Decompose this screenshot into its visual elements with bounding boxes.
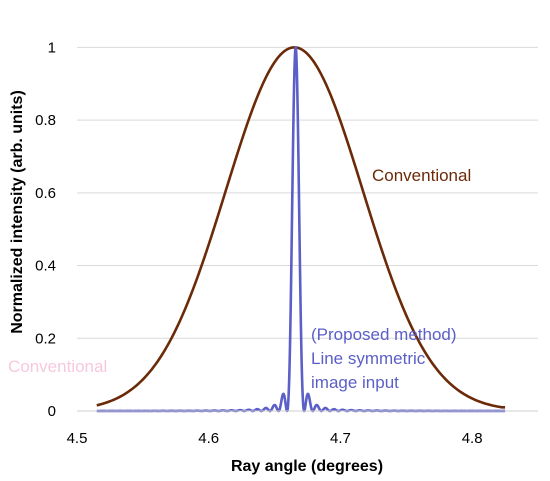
proposed-label-line3: image input <box>311 373 399 392</box>
x-tick-label: 4.6 <box>198 430 219 447</box>
proposed-label-line1: (Proposed method) <box>311 325 457 344</box>
x-tick-label: 4.8 <box>462 430 483 447</box>
y-tick-labels: 0 0.2 0.4 0.6 0.8 1 <box>35 39 56 420</box>
y-tick-label: 0.2 <box>35 330 56 347</box>
series-group <box>95 46 507 413</box>
y-tick-label: 0.8 <box>35 112 56 129</box>
faded-conventional-label: Conventional <box>8 357 107 376</box>
x-axis-title: Ray angle (degrees) <box>231 458 383 475</box>
y-tick-label: 0.4 <box>35 258 56 275</box>
proposed-label-line2: Line symmetric <box>311 349 426 368</box>
y-tick-label: 0 <box>48 403 56 420</box>
y-axis-title: Normalized intensity (arb. units) <box>9 90 26 334</box>
conventional-label: Conventional <box>372 166 471 185</box>
x-tick-label: 4.7 <box>330 430 351 447</box>
series-line-conventional <box>96 46 506 409</box>
y-tick-label: 0.6 <box>35 185 56 202</box>
gridlines <box>77 46 538 339</box>
x-tick-labels: 4.5 4.6 4.7 4.8 <box>67 430 483 447</box>
x-tick-label: 4.5 <box>67 430 88 447</box>
y-tick-label: 1 <box>48 39 56 56</box>
series-line-proposed <box>95 46 507 413</box>
